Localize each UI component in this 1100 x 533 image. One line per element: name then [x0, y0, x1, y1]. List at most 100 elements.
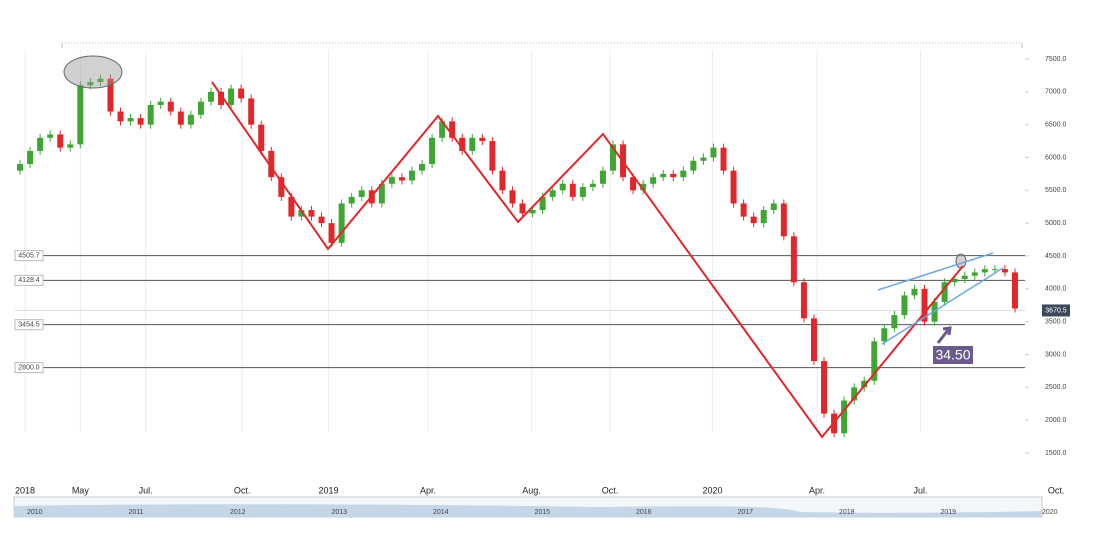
y-tick-label: 5000.0	[1045, 220, 1067, 227]
navigator-year: 2018	[839, 509, 855, 516]
candle	[137, 118, 144, 125]
candle	[348, 196, 355, 204]
y-tick-label: 4500.0	[1045, 253, 1067, 260]
navigator-year: 2012	[230, 509, 246, 516]
candle	[670, 173, 677, 178]
candle	[127, 118, 134, 122]
candle	[97, 78, 104, 82]
x-tick-label: 2020	[702, 485, 722, 495]
candle	[378, 183, 385, 204]
candle	[861, 380, 868, 388]
candle	[509, 190, 516, 204]
level-label-box	[14, 274, 44, 286]
candle	[559, 183, 566, 191]
candle	[991, 269, 998, 271]
candle	[57, 134, 64, 148]
candle	[167, 101, 174, 112]
candle	[398, 177, 405, 181]
candle	[630, 177, 637, 191]
channel-line	[881, 267, 1004, 345]
highlight-ellipse	[63, 55, 123, 89]
candle	[258, 124, 265, 151]
candle	[579, 187, 586, 197]
y-tick-label: 2500.0	[1045, 384, 1067, 391]
candle	[47, 134, 54, 138]
candle	[780, 203, 787, 237]
candle	[901, 295, 908, 316]
candle	[37, 137, 44, 151]
navigator-year: 2017	[738, 509, 754, 516]
candle	[740, 203, 747, 217]
candle	[408, 170, 415, 181]
candle	[951, 278, 958, 283]
navigator-year: 2016	[636, 509, 652, 516]
annotation-box	[933, 346, 973, 364]
level-label: 2800.0	[18, 364, 40, 371]
candle	[891, 315, 898, 329]
x-tick-label: Oct.	[1048, 485, 1065, 495]
candle	[660, 173, 667, 178]
level-label: 3454.5	[18, 321, 40, 328]
candle	[429, 137, 436, 165]
candle	[298, 210, 305, 217]
candle	[770, 203, 777, 211]
level-label-box	[14, 362, 44, 374]
navigator-years: 2010 2011 2012 2013 2014 2015 2016 2017 2018 2019…	[27, 509, 1058, 516]
candle	[117, 111, 124, 122]
candle	[720, 147, 727, 171]
candle	[268, 150, 275, 178]
navigator-year: 2011	[129, 509, 144, 516]
level-label-box	[14, 250, 44, 262]
y-tick-label: 3000.0	[1045, 351, 1067, 358]
candle	[569, 183, 576, 197]
candle	[690, 160, 697, 171]
x-tick-label: Oct.	[602, 485, 619, 495]
candle	[419, 164, 426, 171]
annotation: 34.50	[935, 347, 970, 363]
candle	[278, 177, 285, 197]
candle	[730, 170, 737, 204]
candle	[760, 210, 767, 224]
candle	[871, 341, 878, 381]
candle	[248, 98, 255, 125]
candle	[981, 269, 988, 273]
x-tick-label: Jul.	[913, 485, 927, 495]
drawings	[63, 55, 1004, 439]
candle	[549, 190, 556, 197]
candle	[790, 236, 797, 283]
candle	[800, 282, 807, 319]
candle	[961, 275, 968, 279]
candle	[680, 170, 687, 178]
arrow	[936, 326, 952, 344]
candle	[881, 328, 888, 342]
highlight-ellipse	[955, 253, 967, 269]
candle	[941, 282, 948, 302]
candle	[177, 111, 184, 125]
candle	[197, 101, 204, 115]
y-tick-label: 1500.0	[1045, 450, 1067, 457]
candle	[67, 144, 74, 148]
channel-line	[877, 252, 994, 291]
grid: 1500.0 2000.0 2500.0 3000.0 3500.0 4000.0 4500…	[14, 50, 1070, 495]
candle	[810, 318, 817, 362]
y-tick-label: 2000.0	[1045, 417, 1067, 424]
candle	[609, 144, 616, 171]
candle	[17, 164, 24, 171]
last-price: 3670.5	[1045, 307, 1067, 314]
x-tick-label: 2018	[15, 485, 35, 495]
candle	[27, 150, 34, 165]
y-tick-label: 5500.0	[1045, 187, 1067, 194]
candle	[288, 196, 295, 217]
candle	[449, 121, 456, 138]
candle	[971, 272, 978, 276]
candle	[147, 104, 154, 125]
candle	[700, 157, 707, 161]
navigator-year: 2014	[433, 509, 449, 516]
candle	[459, 137, 466, 151]
candle	[821, 361, 828, 414]
candle	[218, 91, 225, 105]
candle	[650, 177, 657, 184]
candle	[539, 196, 546, 211]
candle	[107, 78, 114, 112]
candle	[710, 147, 717, 158]
